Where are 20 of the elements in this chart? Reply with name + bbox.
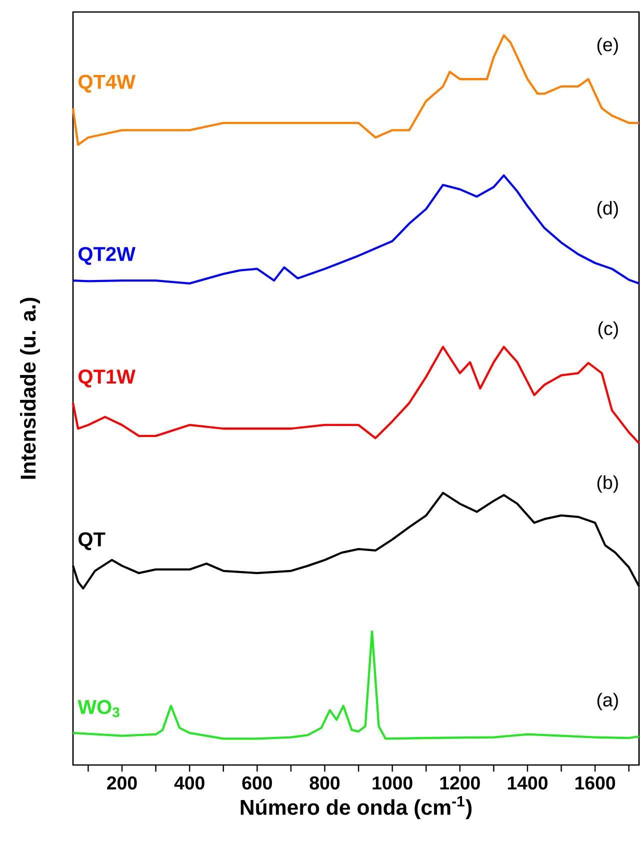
x-axis-title: Número de onda (cm$^{-1}$): [240, 796, 472, 820]
x-tick-label: 200: [107, 776, 137, 790]
series-label: WO$_{3}$: [78, 700, 120, 718]
x-tick-label: 1600: [575, 776, 616, 790]
x-tick-label: 400: [174, 776, 204, 790]
annotation: (b): [597, 475, 618, 493]
y-axis-title: Intensidade (u. a.): [20, 298, 40, 479]
x-tick-label: 600: [242, 776, 272, 790]
series-label: QT1W: [78, 370, 136, 388]
x-tick-label: 1000: [372, 776, 412, 790]
annotation: (c): [598, 321, 618, 339]
annotation: (d): [597, 201, 618, 218]
x-tick-label: 1200: [440, 776, 480, 790]
series-label: QT: [78, 532, 106, 550]
series-label: QT4W: [78, 74, 136, 93]
series-label: QT2W: [78, 246, 136, 265]
x-tick-label: 800: [310, 776, 340, 790]
annotation: (a): [597, 692, 618, 710]
annotation: (e): [597, 38, 618, 55]
x-tick-label: 1400: [508, 776, 548, 790]
